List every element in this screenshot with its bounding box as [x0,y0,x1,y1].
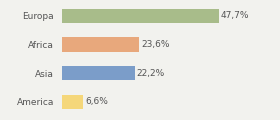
Text: 22,2%: 22,2% [137,69,165,78]
Text: 23,6%: 23,6% [141,40,170,49]
Bar [62,66,135,80]
Bar [62,95,83,109]
Text: 6,6%: 6,6% [85,97,108,106]
Text: 47,7%: 47,7% [221,11,249,20]
Bar [62,37,139,52]
Bar [62,9,219,23]
